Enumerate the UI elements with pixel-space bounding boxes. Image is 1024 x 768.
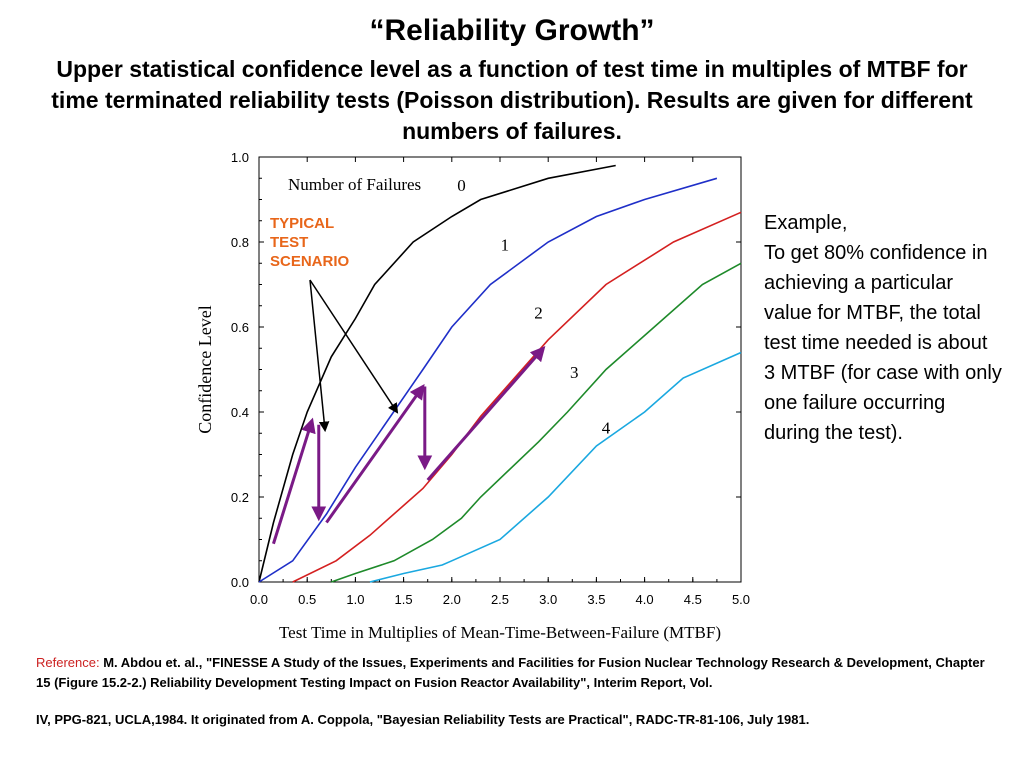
x-tick-label: 0.5 (298, 592, 316, 607)
scenario-word-3: SCENARIO (270, 253, 350, 270)
y-tick-label: 1.0 (231, 150, 249, 165)
scenario-pointer-arrow (309, 279, 330, 433)
series-label-3: 3 (570, 363, 579, 382)
reference-text-line2: IV, PPG-821, UCLA,1984. It originated fr… (36, 712, 810, 727)
reference-block: Reference: M. Abdou et. al., "FINESSE A … (36, 653, 996, 730)
typical-test-scenario-label: TYPICAL TEST SCENARIO (270, 214, 380, 271)
reliability-chart: 0.0 0.5 1.0 1.5 2.0 2.5 3.0 3.5 4.0 4.5 5.0 0.0 0.2 0… (195, 150, 750, 642)
growth-arrow (272, 417, 316, 545)
y-tick-label: 0.0 (231, 575, 249, 590)
x-tick-label: 4.5 (684, 592, 702, 607)
page-title: “Reliability Growth” (369, 14, 655, 47)
example-annotation: Example, To get 80% confidence in achiev… (764, 208, 1004, 448)
series-line-3 (331, 262, 742, 583)
series-label-1: 1 (501, 236, 510, 255)
scenario-pointer-arrow (309, 279, 399, 414)
scenario-word-2: TEST (270, 234, 309, 251)
scenario-word-1: TYPICAL (270, 215, 335, 232)
y-axis-label: Confidence Level (195, 305, 215, 433)
series-label-0: 0 (457, 176, 466, 195)
y-tick-label: 0.6 (231, 320, 249, 335)
y-tick-label: 0.4 (231, 405, 249, 420)
x-tick-label: 2.0 (443, 592, 461, 607)
growth-arrow (426, 345, 546, 481)
series-line-0 (258, 164, 616, 583)
series-label-4: 4 (602, 418, 611, 437)
reference-label: Reference: (36, 655, 100, 670)
x-tick-label: 3.0 (539, 592, 557, 607)
x-tick-label: 1.0 (346, 592, 364, 607)
x-tick-label: 1.5 (395, 592, 413, 607)
x-tick-label: 0.0 (250, 592, 268, 607)
y-tick-label: 0.2 (231, 490, 249, 505)
legend-title: Number of Failures (288, 175, 421, 194)
x-axis-label: Test Time in Multiplies of Mean-Time-Bet… (279, 623, 721, 642)
x-tick-label: 3.5 (587, 592, 605, 607)
growth-arrow (325, 384, 425, 524)
page-subtitle: Upper statistical confidence level as a … (51, 56, 973, 144)
x-tick-label: 2.5 (491, 592, 509, 607)
example-text: Example, To get 80% confidence in achiev… (764, 212, 1002, 444)
series-line-4 (369, 351, 742, 583)
series-label-2: 2 (534, 304, 543, 323)
reference-text-line1: M. Abdou et. al., "FINESSE A Study of th… (36, 655, 985, 690)
y-tick-label: 0.8 (231, 235, 249, 250)
series-line-1 (258, 177, 718, 583)
x-tick-label: 5.0 (732, 592, 750, 607)
x-tick-label: 4.0 (636, 592, 654, 607)
